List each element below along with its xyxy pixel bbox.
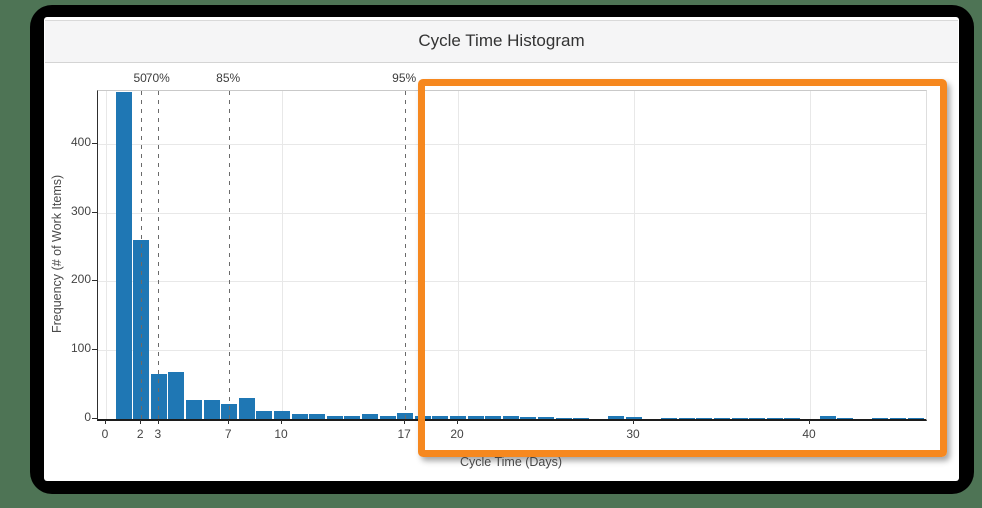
histogram-bar-day-10[interactable] <box>273 410 291 419</box>
histogram-bar-day-45[interactable] <box>889 417 907 419</box>
highlight-rectangle <box>418 79 947 457</box>
y-tick-label-200: 200 <box>70 272 91 287</box>
histogram-bar-day-27[interactable] <box>573 417 590 419</box>
x-tick-mark <box>809 420 810 424</box>
histogram-bar-day-13[interactable] <box>326 415 343 419</box>
x-tick-label-17: 17 <box>397 427 411 441</box>
histogram-bar-day-35[interactable] <box>713 417 731 419</box>
plot-area <box>97 90 927 421</box>
histogram-bar-day-26[interactable] <box>555 417 572 419</box>
histogram-bar-day-11[interactable] <box>291 413 308 419</box>
percentile-line-70 <box>158 91 160 419</box>
x-gridline <box>106 91 107 419</box>
percentile-label-70: 70% <box>145 71 170 85</box>
histogram-bar-day-20[interactable] <box>449 416 467 419</box>
x-tick-mark <box>404 420 406 424</box>
histogram-bar-day-15[interactable] <box>361 414 379 419</box>
histogram-bar-day-21[interactable] <box>467 416 484 419</box>
histogram-bar-day-38[interactable] <box>766 417 783 419</box>
histogram-bar-day-42[interactable] <box>837 417 854 419</box>
y-tick-mark <box>92 142 97 144</box>
histogram-bar-day-1[interactable] <box>115 92 132 419</box>
x-tick-mark <box>633 420 634 424</box>
x-tick-mark <box>105 420 106 424</box>
y-tick-label-400: 400 <box>70 134 91 149</box>
histogram-bar-day-24[interactable] <box>520 416 537 419</box>
histogram-bar-day-19[interactable] <box>432 416 449 419</box>
y-tick-mark <box>92 349 97 351</box>
histogram-bar-day-14[interactable] <box>344 415 361 419</box>
histogram-bar-day-5[interactable] <box>185 400 203 419</box>
x-axis-title: Cycle Time (Days) <box>459 455 563 469</box>
percentile-label-95: 95% <box>392 71 417 85</box>
y-tick-label-300: 300 <box>70 203 91 218</box>
y-gridline <box>98 281 926 283</box>
chart-title: Cycle Time Histogram <box>418 31 585 50</box>
histogram-bar-day-41[interactable] <box>819 416 836 419</box>
percentile-line-50 <box>140 91 142 419</box>
histogram-bar-day-34[interactable] <box>696 417 713 419</box>
histogram-bar-day-6[interactable] <box>203 400 220 419</box>
x-tick-label-30: 30 <box>626 427 640 441</box>
x-tick-mark <box>281 420 282 424</box>
histogram-bar-day-33[interactable] <box>678 417 695 419</box>
x-gridline <box>282 91 283 419</box>
histogram-bar-day-9[interactable] <box>256 410 273 419</box>
histogram-bar-day-12[interactable] <box>309 414 326 419</box>
percentile-label-85: 85% <box>216 71 241 85</box>
x-tick-label-2: 2 <box>136 427 144 441</box>
x-gridline <box>634 91 635 419</box>
percentile-line-85 <box>228 91 230 419</box>
y-gridline <box>98 143 926 145</box>
histogram-bar-day-8[interactable] <box>238 397 255 419</box>
x-tick-mark <box>228 420 230 424</box>
histogram-bar-day-46[interactable] <box>907 417 924 419</box>
x-tick-mark <box>457 420 458 424</box>
histogram-bar-day-44[interactable] <box>872 417 889 419</box>
x-tick-mark <box>157 420 159 424</box>
y-tick-mark <box>92 211 97 213</box>
x-tick-label-7: 7 <box>224 427 232 441</box>
histogram-bar-day-32[interactable] <box>661 417 678 419</box>
x-gridline <box>458 91 459 419</box>
histogram-bar-day-37[interactable] <box>749 417 766 419</box>
percentile-line-95 <box>404 91 406 419</box>
histogram-bar-day-25[interactable] <box>537 416 555 419</box>
histogram-bar-day-39[interactable] <box>784 417 801 419</box>
x-tick-label-40: 40 <box>802 427 816 441</box>
histogram-bar-day-29[interactable] <box>608 415 625 419</box>
x-tick-mark <box>140 420 142 424</box>
histogram-bar-day-22[interactable] <box>485 416 502 419</box>
y-tick-label-0: 0 <box>84 410 91 424</box>
histogram-bar-day-36[interactable] <box>731 417 748 419</box>
x-tick-label-10: 10 <box>274 427 288 441</box>
y-tick-label-100: 100 <box>70 341 91 356</box>
histogram-bar-day-23[interactable] <box>502 416 519 419</box>
chart-header: Cycle Time Histogram <box>45 20 958 63</box>
y-gridline <box>98 350 926 352</box>
percentile-label-50: 50 <box>133 71 147 85</box>
x-tick-label-20: 20 <box>450 427 464 441</box>
y-gridline <box>98 212 926 214</box>
x-tick-label-0: 0 <box>101 427 109 441</box>
x-gridline <box>810 91 811 419</box>
chart-panel: Cycle Time Histogram Frequency (# of Wor… <box>44 17 959 481</box>
chart-area: Frequency (# of Work Items) 50 70% 85% 95% 0… <box>44 17 959 481</box>
histogram-bar-day-16[interactable] <box>379 416 396 419</box>
y-tick-mark <box>92 280 97 282</box>
x-tick-label-3: 3 <box>154 427 162 441</box>
histogram-bar-day-4[interactable] <box>168 371 185 419</box>
y-tick-mark <box>92 418 97 419</box>
histogram-bar-day-30[interactable] <box>625 416 643 419</box>
window-frame: Cycle Time Histogram Frequency (# of Wor… <box>30 5 974 494</box>
